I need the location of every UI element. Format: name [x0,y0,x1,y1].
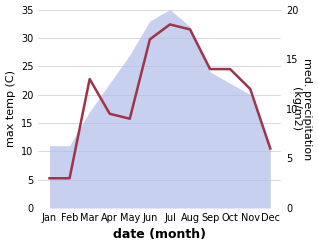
Y-axis label: med. precipitation
(kg/m2): med. precipitation (kg/m2) [291,58,313,160]
Y-axis label: max temp (C): max temp (C) [5,70,16,147]
X-axis label: date (month): date (month) [114,228,206,242]
